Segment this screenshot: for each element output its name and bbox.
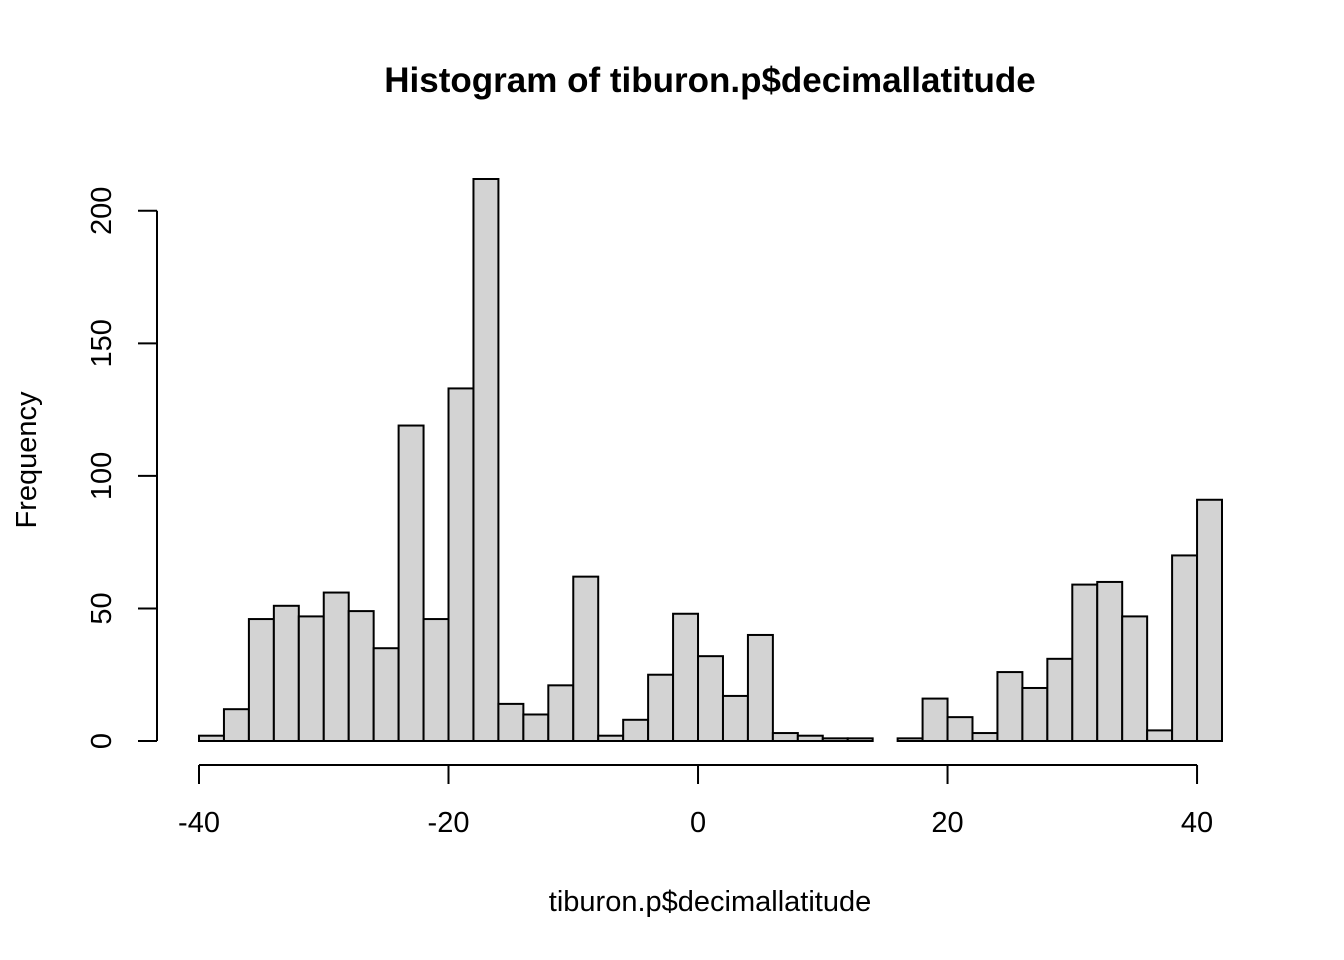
histogram-bar [1171,554,1199,742]
histogram-bar [697,655,724,742]
histogram-bar [222,708,250,742]
y-tick-label: 150 [86,319,118,367]
histogram-bar [1071,583,1099,743]
histogram-bar [322,591,350,743]
histogram-bar [1146,729,1174,743]
histogram-bar [397,424,425,742]
histogram-bar [1196,498,1224,743]
histogram-bar [921,697,949,742]
histogram-bar [297,615,325,742]
histogram-bar [372,647,400,742]
y-tick-label: 0 [86,733,118,749]
histogram-bar [198,734,225,743]
histogram-bar [846,737,874,743]
histogram-bar [422,618,450,742]
histogram-bar [821,737,849,743]
histogram-bar [721,694,749,742]
y-tick-label: 100 [86,452,118,500]
histogram-bar [597,734,625,743]
histogram-bars [198,178,1224,743]
histogram-bar [771,732,799,743]
histogram-bar [547,684,575,743]
histogram-bar [996,671,1024,743]
histogram-bar [946,716,974,742]
y-axis-label: Frequency [11,391,43,529]
histogram-bar [971,732,999,743]
histogram-bar [647,673,675,743]
histogram-bar [447,387,475,742]
histogram-bar [272,604,300,742]
x-tick-label: 20 [931,807,963,839]
histogram-bar [247,618,275,742]
histogram-bar [622,718,650,743]
histogram-bar [796,734,824,743]
y-tick-label: 200 [86,187,118,235]
x-tick-label: 40 [1181,807,1213,839]
histogram-bar [746,633,774,743]
x-axis-label: tiburon.p$decimallatitude [549,886,871,918]
histogram-bar [672,612,700,742]
x-tick-label: -40 [178,807,220,839]
histogram-bar [497,702,525,742]
histogram-bar [347,610,375,742]
histogram-bar [1021,686,1049,743]
y-tick-label: 50 [86,592,118,624]
histogram-bar [1046,657,1074,742]
chart-title: Histogram of tiburon.p$decimallatitude [384,61,1035,100]
y-axis: 0 50 100 150 200 [86,187,158,749]
histogram-bar [572,575,600,742]
x-tick-label: -20 [428,807,470,839]
histogram-bar [1096,580,1124,743]
x-tick-label: 0 [690,807,706,839]
histogram-bar [1121,615,1149,742]
histogram-bar [472,178,500,742]
histogram-bar [522,713,550,742]
x-axis: -40 -20 0 20 40 [178,764,1213,839]
histogram-bar [896,737,924,743]
